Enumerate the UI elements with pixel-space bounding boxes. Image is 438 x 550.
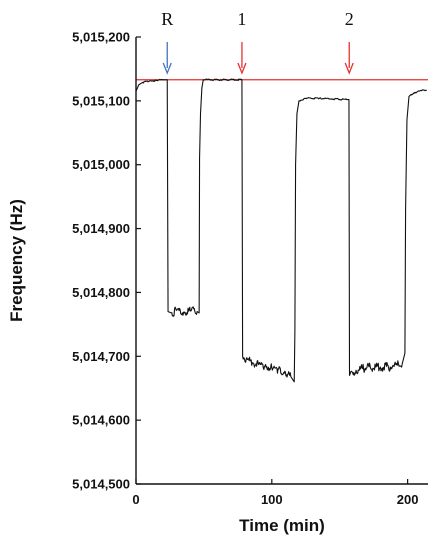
annotation-label: 1 (237, 9, 246, 29)
annotation-label: 2 (345, 9, 354, 29)
y-tick-label: 5,015,100 (72, 93, 130, 108)
y-axis-title: Frequency (Hz) (7, 199, 26, 322)
x-axis-title: Time (min) (239, 516, 325, 535)
x-tick-label: 0 (132, 492, 139, 507)
series-group (135, 78, 427, 383)
annotation-arrow-head (162, 62, 172, 75)
y-tick-label: 5,014,900 (72, 221, 130, 236)
axes-group: 5,014,500 5,014,600 5,014,700 5,014,800 5,01… (72, 30, 428, 507)
annotation-arrow-head (237, 62, 247, 75)
y-tick-label: 5,014,600 (72, 413, 130, 428)
x-tick-label: 200 (397, 492, 419, 507)
y-tick-label: 5,015,200 (72, 30, 130, 45)
y-tick-label: 5,014,800 (72, 285, 130, 300)
x-tick-label: 100 (261, 492, 283, 507)
frequency-series-line (135, 78, 427, 383)
y-tick-label: 5,014,500 (72, 477, 130, 492)
annotation-label: R (161, 9, 173, 29)
y-tick-label: 5,015,000 (72, 157, 130, 172)
y-tick-label: 5,014,700 (72, 349, 130, 364)
annotations-group: R 1 2 (161, 9, 354, 75)
annotation-arrow-head (344, 62, 354, 75)
